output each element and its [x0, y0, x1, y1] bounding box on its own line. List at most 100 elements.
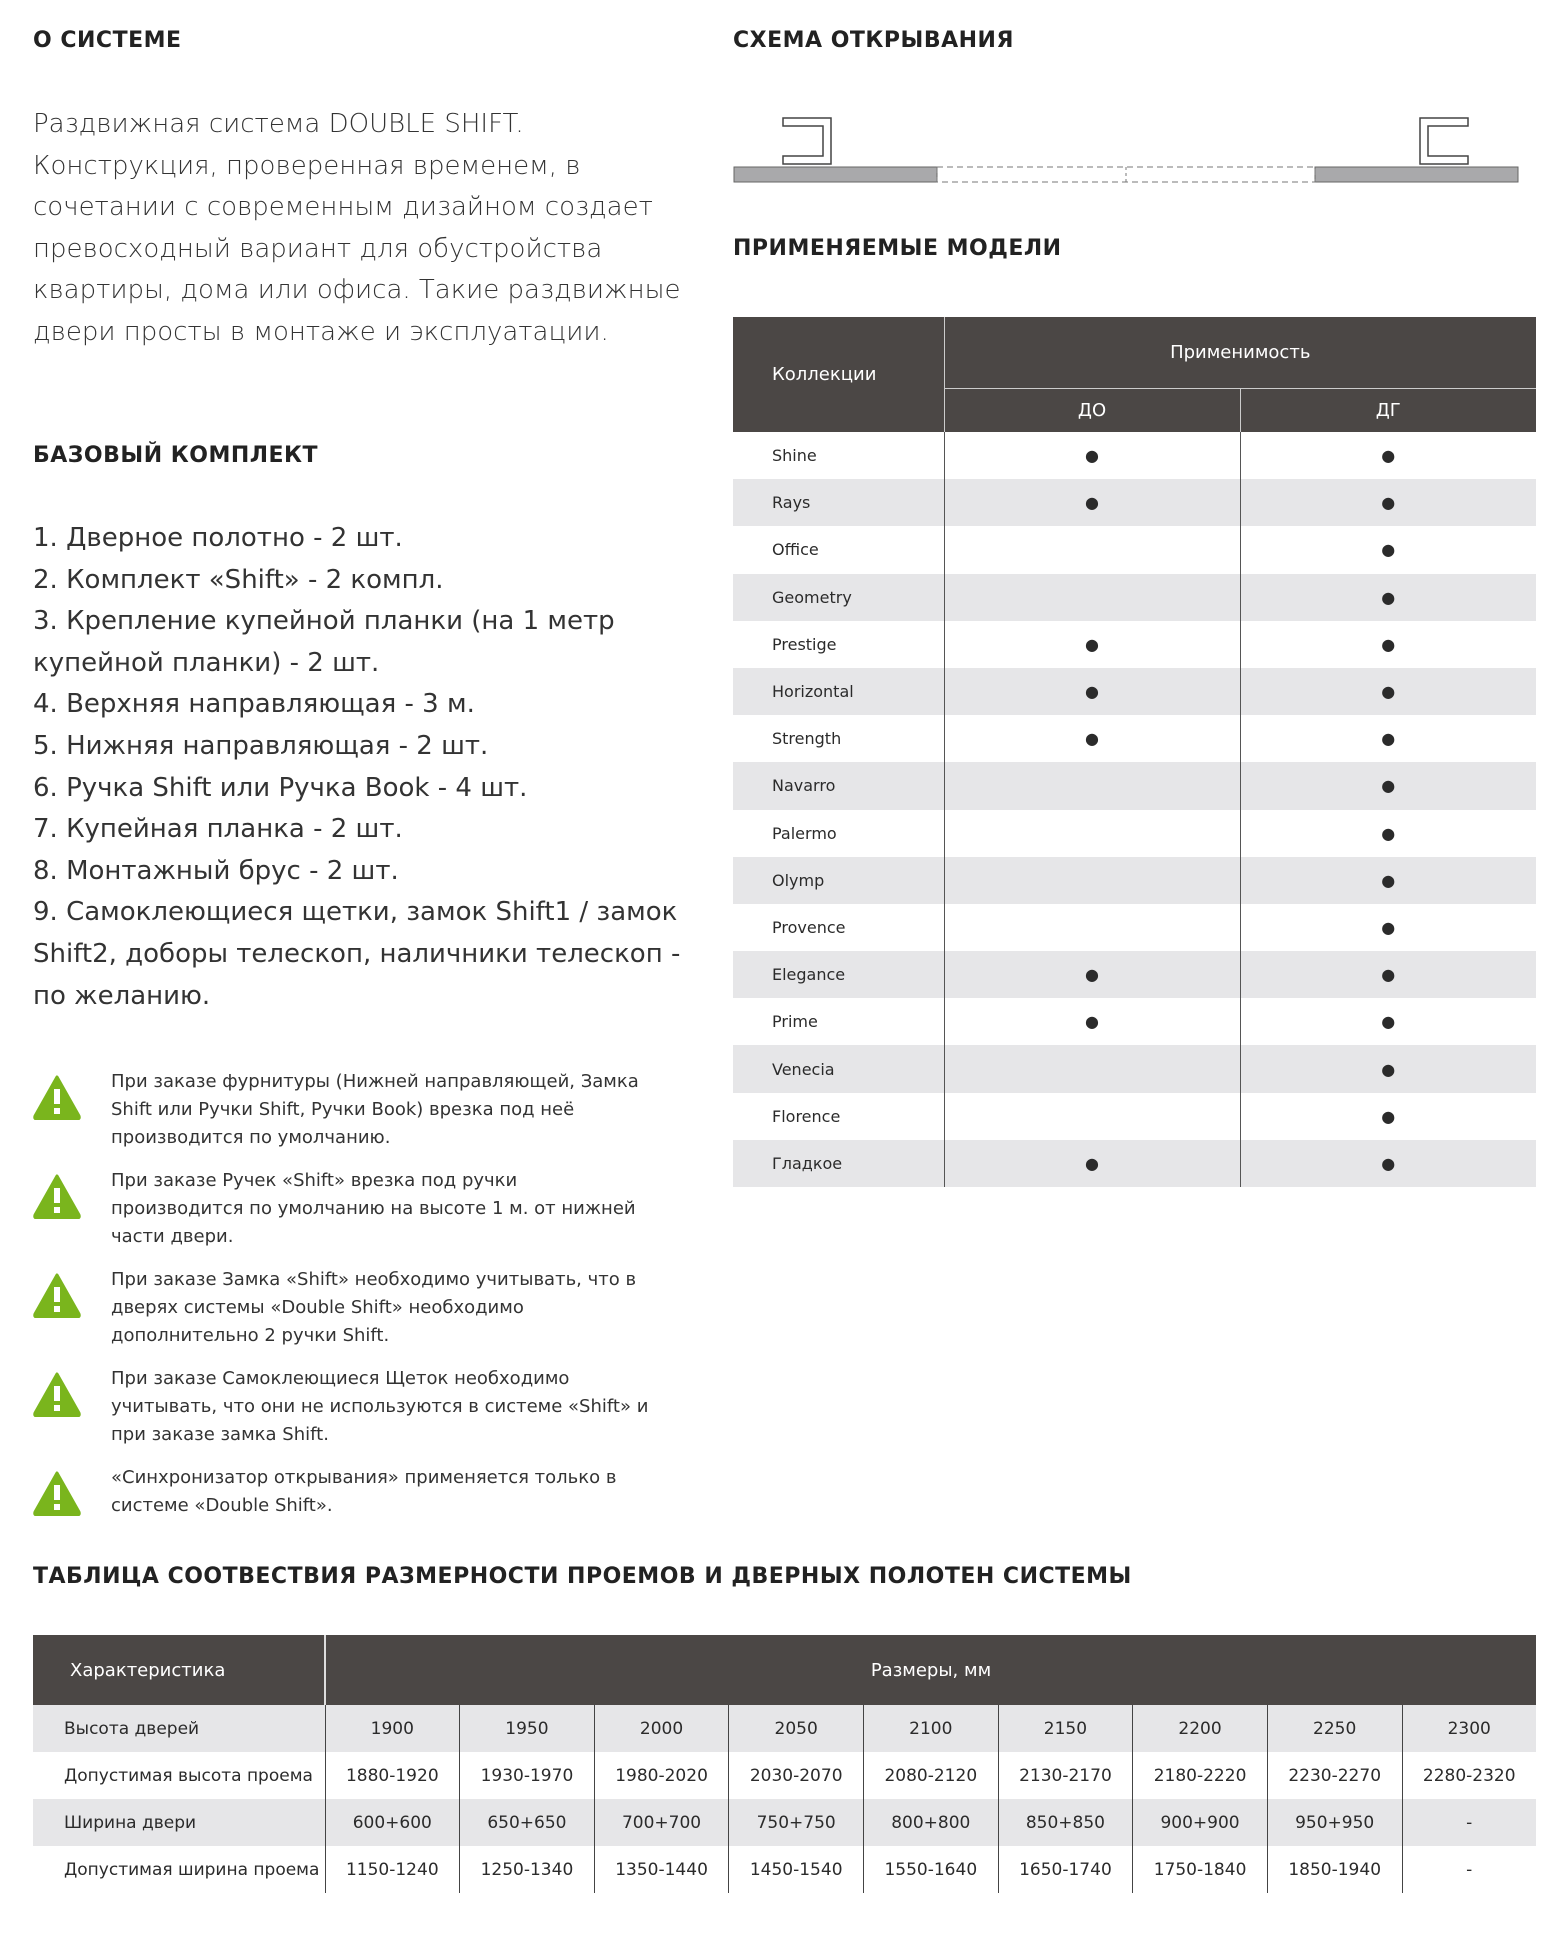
sizes-cell: 1900 — [324, 1705, 460, 1752]
model-row: Navarro ● — [733, 762, 1536, 810]
warning-icon — [33, 1372, 81, 1417]
model-do-mark — [943, 1092, 1240, 1140]
model-row: Olymp ● — [733, 856, 1536, 904]
sizes-row: Высота дверей 1900 1950 2000 2050 2100 2150 220… — [33, 1705, 1536, 1752]
model-row: Elegance ● ● — [733, 951, 1536, 999]
sizes-cell: 800+800 — [863, 1799, 999, 1846]
sizes-row: Ширина двери 600+600 650+650 700+700 750+750… — [33, 1799, 1536, 1846]
kit-item: 5. Нижняя направляющая - 2 шт. — [33, 730, 489, 761]
model-row: Гладкое ● ● — [733, 1139, 1536, 1187]
model-dg-mark: ● — [1239, 951, 1536, 999]
sizes-cell: 2050 — [728, 1705, 864, 1752]
kit-item: 4. Верхняя направляющая - 3 м. — [33, 689, 475, 720]
sizes-cell: 600+600 — [324, 1799, 460, 1846]
kit-title: БАЗОВЫЙ КОМПЛЕКТ — [33, 443, 319, 468]
kit-item: 7. Купейная планка - 2 шт. — [33, 814, 403, 845]
model-do-mark: ● — [943, 667, 1240, 716]
sizes-cell: 950+950 — [1266, 1799, 1402, 1846]
sizes-cell: 1980-2020 — [593, 1752, 729, 1799]
col-applicability: Применимость — [944, 317, 1536, 389]
sizes-cell: - — [1401, 1846, 1536, 1893]
models-title: ПРИМЕНЯЕМЫЕ МОДЕЛИ — [733, 236, 1062, 261]
sizes-cell: 2200 — [1132, 1705, 1268, 1752]
sizes-cell: 2300 — [1401, 1705, 1536, 1752]
model-name: Horizontal — [733, 667, 944, 716]
model-row: Prestige ● ● — [733, 620, 1536, 668]
note-item: При заказе фурнитуры (Нижней направляюще… — [33, 1071, 653, 1164]
warning-icon — [33, 1471, 81, 1516]
sizes-cell: 1350-1440 — [593, 1846, 729, 1893]
model-dg-mark: ● — [1239, 479, 1536, 527]
note-item: «Синхронизатор открывания» применяется т… — [33, 1467, 653, 1560]
warning-icon — [33, 1075, 81, 1120]
model-name: Rays — [733, 479, 944, 527]
model-do-mark — [943, 1045, 1240, 1093]
sizes-row-label: Ширина двери — [33, 1799, 325, 1846]
note-item: При заказе Ручек «Shift» врезка под ручк… — [33, 1170, 653, 1263]
model-do-mark: ● — [943, 1139, 1240, 1187]
model-name: Olymp — [733, 856, 944, 904]
model-do-mark: ● — [943, 479, 1240, 527]
model-row: Venecia ● — [733, 1045, 1536, 1093]
model-dg-mark: ● — [1239, 715, 1536, 763]
model-name: Office — [772, 540, 819, 560]
col-characteristic: Характеристика — [33, 1635, 326, 1705]
model-dg-mark: ● — [1239, 1045, 1536, 1093]
sizes-title: ТАБЛИЦА СООТВЕСТВИЯ РАЗМЕРНОСТИ ПРОЕМОВ … — [33, 1564, 1132, 1589]
sizes-cell: 1930-1970 — [459, 1752, 595, 1799]
sizes-cell: 1650-1740 — [997, 1846, 1133, 1893]
model-dg-mark: ● — [1239, 620, 1536, 668]
model-row: Palermo ● — [733, 809, 1536, 857]
sizes-cell: 1950 — [459, 1705, 595, 1752]
sizes-cell: 1880-1920 — [324, 1752, 460, 1799]
model-row: Strength ● ● — [733, 715, 1536, 763]
sizes-cell: 1250-1340 — [459, 1846, 595, 1893]
kit-item: 6. Ручка Shift или Ручка Book - 4 шт. — [33, 772, 528, 803]
sizes-cell: 2280-2320 — [1401, 1752, 1536, 1799]
sizes-cell: 2000 — [593, 1705, 729, 1752]
kit-item: 1. Дверное полотно - 2 шт. — [33, 523, 403, 553]
model-dg-mark: ● — [1239, 526, 1536, 574]
sizes-cell: 2100 — [863, 1705, 999, 1752]
sizes-cell: 2150 — [997, 1705, 1133, 1752]
note-text: «Синхронизатор открывания» применяется т… — [111, 1467, 617, 1516]
note-item: При заказе Самоклеющиеся Щеток необходим… — [33, 1368, 653, 1461]
model-name: Гладкое — [733, 1139, 944, 1187]
model-do-mark: ● — [943, 620, 1240, 668]
note-text: При заказе Замка «Shift» необходимо учит… — [111, 1269, 637, 1346]
kit-item: 9. Самоклеющиеся щетки, замок Shift1 / з… — [33, 897, 681, 1011]
model-name: Elegance — [733, 951, 944, 999]
model-dg-mark: ● — [1239, 573, 1536, 621]
note-text: При заказе Самоклеющиеся Щеток необходим… — [111, 1368, 649, 1445]
model-do-mark: ● — [943, 951, 1240, 999]
model-name: Navarro — [733, 762, 944, 810]
sizes-row: Допустимая высота проема 1880-1920 1930-19… — [33, 1752, 1536, 1799]
col-sizes: Размеры, мм — [325, 1635, 1536, 1705]
scheme-title: СХЕМА ОТКРЫВАНИЯ — [733, 28, 1014, 53]
warning-icon — [33, 1273, 81, 1318]
sizes-row-label: Высота дверей — [33, 1705, 325, 1752]
kit-item: 2. Комплект «Shift» - 2 компл. — [33, 564, 444, 595]
model-row: Provence ● — [733, 903, 1536, 952]
model-row: Geometry ● — [733, 573, 1536, 621]
sizes-table: Характеристика Размеры, мм Высота дверей… — [33, 1635, 1536, 1893]
model-dg-mark: ● — [1239, 1092, 1536, 1140]
model-name: Florence — [772, 1106, 841, 1126]
sizes-cell: - — [1401, 1799, 1536, 1846]
model-do-mark — [943, 856, 1240, 904]
model-dg-mark: ● — [1239, 856, 1536, 904]
sizes-cell: 1850-1940 — [1266, 1846, 1402, 1893]
col-dg: ДГ — [1240, 388, 1536, 432]
kit-item: 8. Монтажный брус - 2 шт. — [33, 855, 399, 886]
model-dg-mark: ● — [1239, 432, 1536, 480]
model-name: Palermo — [772, 823, 837, 843]
sizes-cell: 900+900 — [1132, 1799, 1268, 1846]
opening-scheme-diagram — [733, 117, 1519, 183]
model-row: Rays ● ● — [733, 479, 1536, 527]
model-dg-mark: ● — [1239, 1139, 1536, 1187]
model-do-mark — [943, 809, 1240, 857]
sizes-cell: 1550-1640 — [863, 1846, 999, 1893]
sizes-cell: 2080-2120 — [863, 1752, 999, 1799]
kit-list: 1. Дверное полотно - 2 шт. 2. Комплект «S… — [33, 518, 693, 1017]
sizes-cell: 2130-2170 — [997, 1752, 1133, 1799]
